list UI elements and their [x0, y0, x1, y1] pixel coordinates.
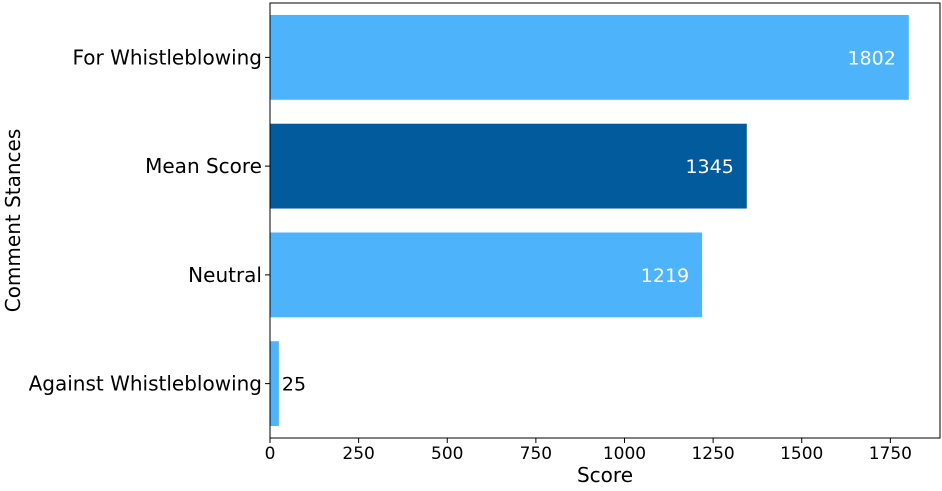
bar-for-whistleblowing	[270, 14, 909, 100]
bar-neutral	[270, 232, 703, 318]
bar-value-label: 1802	[847, 47, 895, 69]
x-tick-label: 1250	[691, 444, 734, 464]
bar-value-label: 1345	[685, 156, 733, 178]
y-tick-label: Neutral	[188, 263, 262, 287]
y-axis-title: Comment Stances	[1, 129, 25, 313]
x-axis-ticks: 0 250 500 750 1000 1250 1500 1750	[265, 438, 912, 464]
y-tick-label: Mean Score	[145, 154, 262, 178]
x-tick-label: 750	[520, 444, 552, 464]
y-axis-categories: For Whistleblowing Mean Score Neutral Again…	[29, 45, 270, 396]
x-tick-label: 500	[431, 444, 463, 464]
bar-value-label: 25	[282, 374, 306, 396]
y-tick-label: Against Whistleblowing	[29, 372, 262, 396]
bar-mean-score	[270, 123, 747, 209]
y-tick-label: For Whistleblowing	[72, 45, 262, 69]
bar-value-label: 1219	[641, 265, 689, 287]
x-tick-label: 1750	[869, 444, 912, 464]
bars-group: 1802 1345 1219 25	[270, 14, 909, 427]
x-tick-label: 1500	[780, 444, 823, 464]
x-axis-title: Score	[577, 463, 633, 487]
x-tick-label: 1000	[603, 444, 646, 464]
plot-frame	[269, 2, 941, 439]
bar-against-whistleblowing	[270, 341, 279, 427]
x-tick-label: 0	[265, 444, 276, 464]
x-tick-label: 250	[342, 444, 374, 464]
